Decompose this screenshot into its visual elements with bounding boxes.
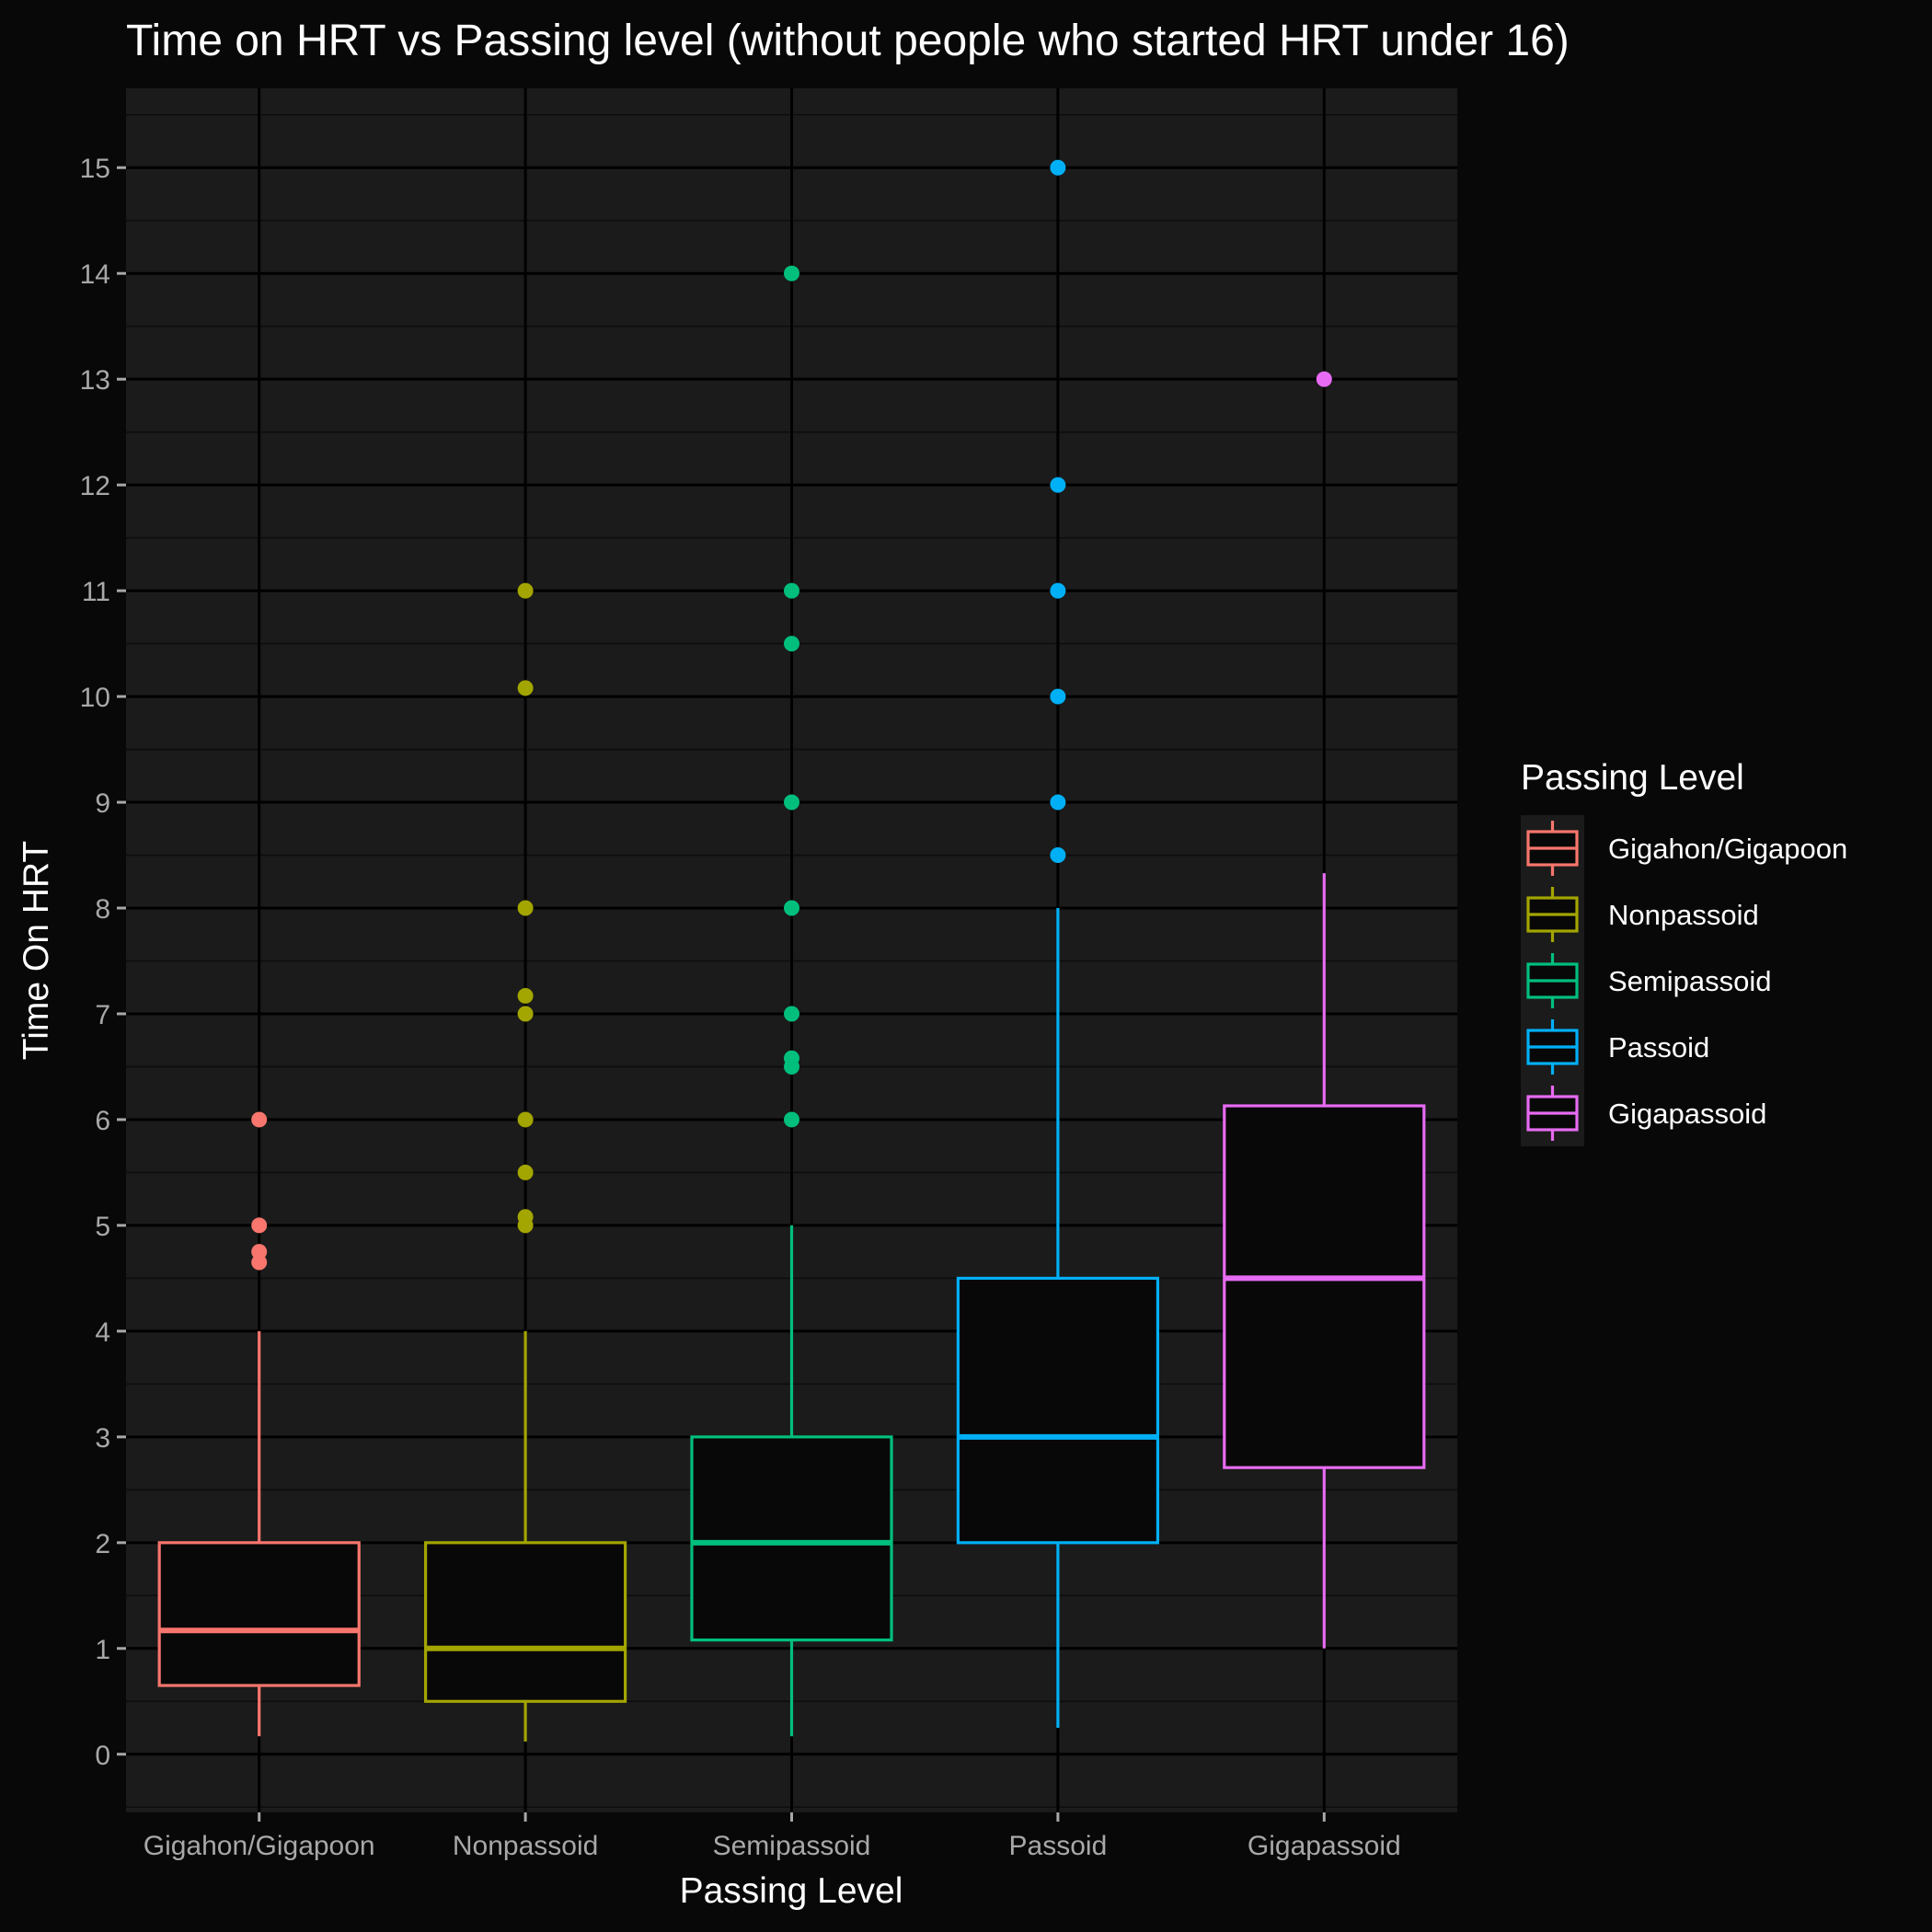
x-axis-title: Passing Level — [680, 1871, 903, 1911]
outlier-point — [784, 1111, 799, 1128]
y-tick-label: 5 — [95, 1212, 110, 1242]
y-tick-label: 1 — [95, 1635, 110, 1665]
box-iqr — [956, 1276, 1160, 1545]
outlier-point — [784, 636, 799, 652]
y-tick-label: 3 — [95, 1423, 110, 1454]
y-tick-label: 8 — [95, 894, 110, 925]
y-tick-label: 7 — [95, 1000, 110, 1030]
y-tick-label: 13 — [80, 365, 110, 396]
outlier-point — [784, 1058, 799, 1075]
legend-item-passoid: Passoid — [1521, 1014, 1709, 1080]
y-tick-label: 0 — [95, 1741, 110, 1771]
x-tick-label-gigahon-gigapoon: Gigahon/Gigapoon — [144, 1831, 375, 1861]
outlier-point — [1050, 847, 1066, 864]
y-tick-label: 9 — [95, 788, 110, 819]
x-tick-label-nonpassoid: Nonpassoid — [453, 1831, 598, 1861]
legend-item-gigahon-gigapoon: Gigahon/Gigapoon — [1521, 815, 1847, 881]
y-tick-label: 4 — [95, 1317, 110, 1348]
outlier-point — [517, 987, 534, 1004]
y-tick-label: 12 — [80, 471, 110, 501]
outlier-point — [784, 900, 799, 916]
outlier-point — [517, 1006, 534, 1022]
boxplot-layer — [157, 873, 1426, 1742]
box-nonpassoid — [423, 1330, 627, 1742]
outlier-point — [517, 680, 534, 696]
x-tick-label-passoid: Passoid — [1009, 1831, 1108, 1861]
legend: Passing Level Gigahon/Gigapoon Nonpassoid… — [1521, 758, 1847, 1146]
legend-item-nonpassoid: Nonpassoid — [1521, 881, 1759, 948]
y-tick-label: 6 — [95, 1106, 110, 1136]
outlier-point — [784, 1006, 799, 1022]
outlier-point — [517, 1164, 534, 1180]
outlier-point — [1050, 582, 1066, 599]
outlier-point — [251, 1254, 268, 1271]
x-axis: Gigahon/Gigapoon Nonpassoid Semipassoid Pas… — [144, 1812, 1401, 1861]
y-tick-label: 14 — [80, 259, 110, 290]
outlier-point — [784, 582, 799, 599]
outlier-layer — [251, 159, 1332, 1271]
box-iqr — [423, 1541, 627, 1703]
box-gigahon-gigapoon — [157, 1330, 361, 1737]
outlier-point — [784, 794, 799, 811]
legend-item-semipassoid: Semipassoid — [1521, 948, 1771, 1014]
outlier-point — [1050, 159, 1066, 176]
chart-title: Time on HRT vs Passing level (without pe… — [126, 17, 1570, 65]
y-tick-label: 2 — [95, 1529, 110, 1559]
y-axis-title: Time On HRT — [17, 841, 56, 1060]
legend-label: Gigapassoid — [1608, 1098, 1766, 1130]
outlier-point — [1050, 477, 1066, 493]
x-tick-label-semipassoid: Semipassoid — [713, 1831, 871, 1861]
legend-item-gigapassoid: Gigapassoid — [1521, 1080, 1766, 1146]
x-tick-label-gigapassoid: Gigapassoid — [1248, 1831, 1401, 1861]
outlier-point — [517, 900, 534, 916]
outlier-point — [251, 1217, 268, 1234]
box-iqr — [157, 1541, 361, 1687]
box-iqr — [690, 1435, 893, 1642]
legend-label: Gigahon/Gigapoon — [1608, 833, 1847, 865]
box-semipassoid — [690, 1225, 893, 1737]
box-gigapassoid — [1223, 873, 1426, 1649]
outlier-point — [1050, 794, 1066, 811]
outlier-point — [1316, 371, 1332, 387]
outlier-point — [784, 265, 799, 282]
outlier-point — [1050, 688, 1066, 705]
box-iqr — [1223, 1104, 1426, 1469]
legend-label: Nonpassoid — [1608, 899, 1759, 931]
outlier-point — [517, 1217, 534, 1234]
outlier-point — [517, 1111, 534, 1128]
y-tick-label: 11 — [82, 577, 110, 607]
legend-title: Passing Level — [1521, 758, 1744, 798]
y-tick-label: 10 — [80, 683, 110, 713]
y-tick-label: 15 — [80, 154, 110, 184]
legend-label: Passoid — [1608, 1031, 1709, 1064]
outlier-point — [251, 1111, 268, 1128]
box-passoid — [956, 908, 1160, 1729]
outlier-point — [517, 582, 534, 599]
legend-label: Semipassoid — [1608, 965, 1771, 997]
